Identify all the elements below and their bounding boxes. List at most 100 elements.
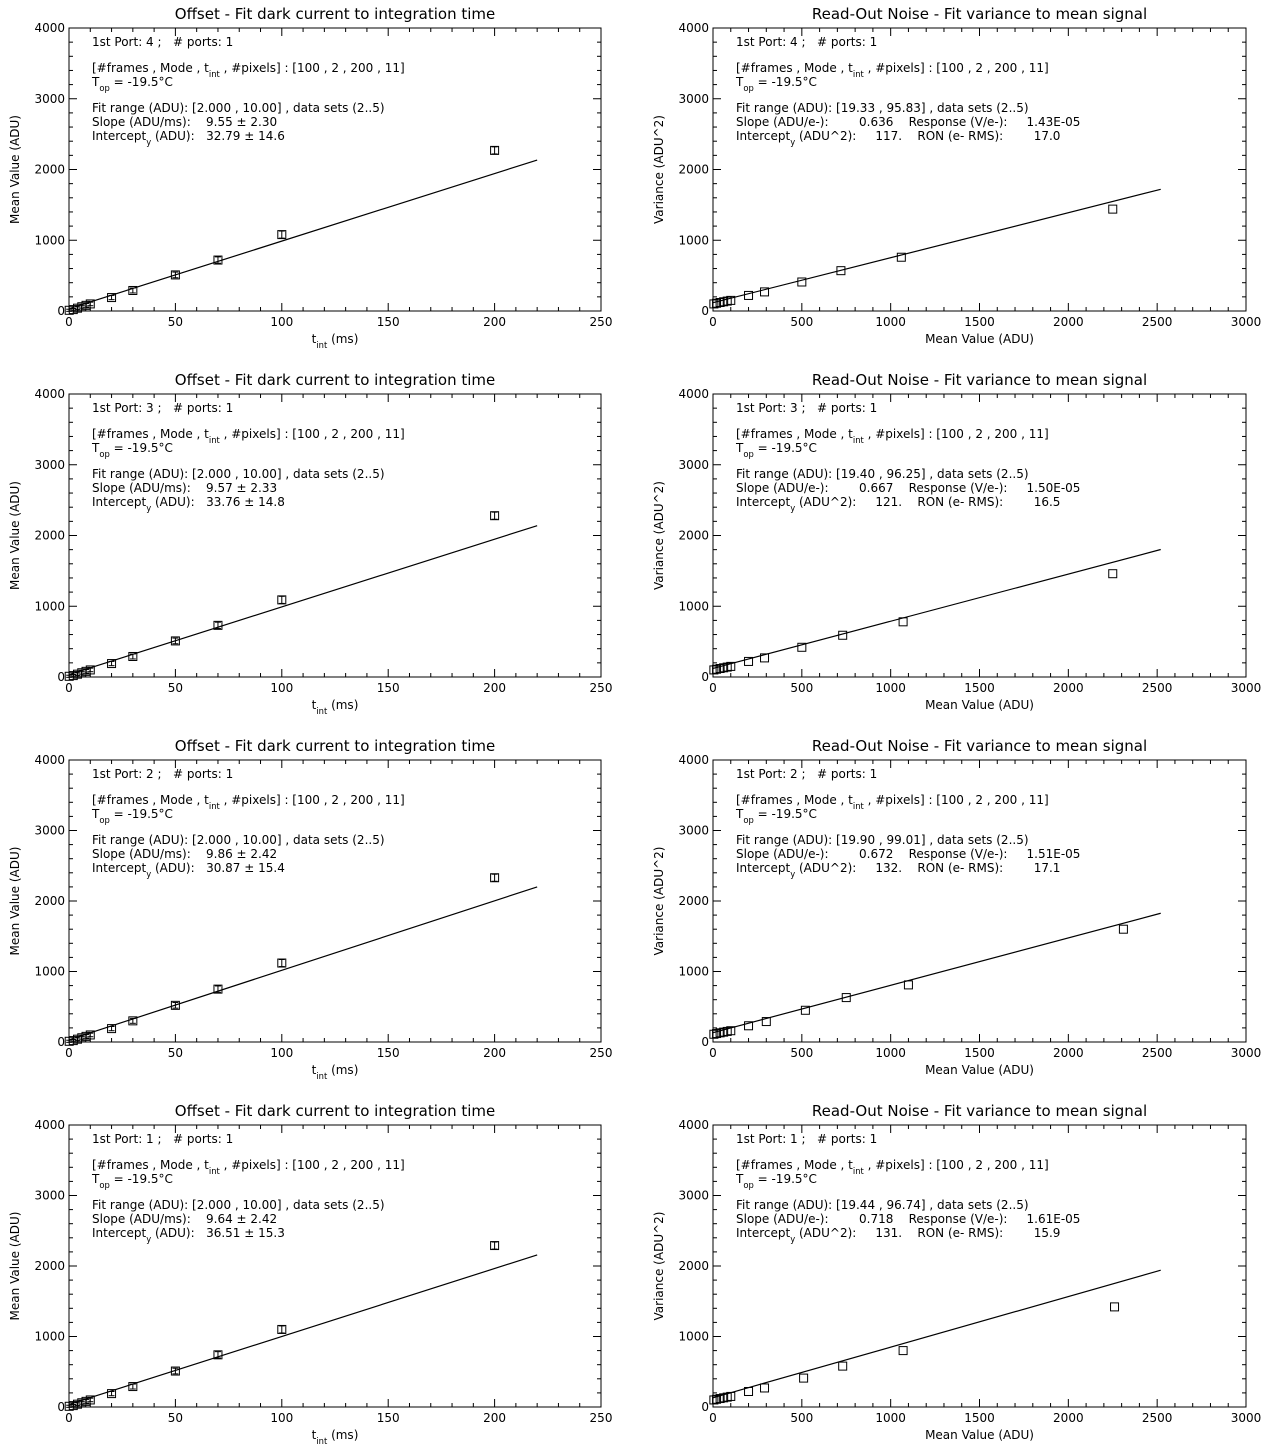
x-tick-label: 150 [377,681,400,695]
x-tick-label: 200 [483,1411,506,1425]
data-point [800,1005,810,1015]
x-tick-label: 3000 [1231,315,1262,329]
annotation-line: 1st Port: 1 ; # ports: 1 [92,1132,233,1146]
x-tick-label: 150 [377,315,400,329]
data-point [836,266,846,276]
fit-line [712,1269,1161,1399]
x-axis-label: Mean Value (ADU) [925,698,1034,712]
chart-title: Read-Out Noise - Fit variance to mean si… [812,371,1147,389]
y-tick-label: 4000 [678,387,709,401]
annotation-line: [#frames , Mode , tint , #pixels] : [100… [92,793,405,811]
data-point [709,1395,719,1405]
chart-title: Offset - Fit dark current to integration… [175,371,495,389]
fit-line [68,159,538,310]
x-tick-label: 2500 [1142,1046,1173,1060]
y-tick-label: 4000 [678,753,709,767]
annotation-line: Fit range (ADU): [19.40 , 96.25] , data … [736,467,1029,481]
fit-line [712,548,1161,670]
x-tick-label: 1000 [875,681,906,695]
annotation-line: Top = -19.5°C [735,807,817,825]
chart-panel-5: Offset - Fit dark current to integration… [8,737,612,1081]
y-tick-label: 1000 [34,1330,65,1344]
data-point [213,984,223,994]
x-axis-label: tint (ms) [312,698,359,716]
data-point [760,287,770,297]
annotation-line: Top = -19.5°C [91,441,173,459]
annotation-line: 1st Port: 4 ; # ports: 1 [736,35,877,49]
data-point [128,285,138,295]
annotation-line: Fit range (ADU): [19.90 , 99.01] , data … [736,833,1029,847]
annotation-line: Fit range (ADU): [2.000 , 10.00] , data … [92,1198,385,1212]
chart-panel-4: Read-Out Noise - Fit variance to mean si… [652,371,1261,712]
x-tick-label: 50 [168,1411,183,1425]
annotation-line: Intercepty (ADU): 36.51 ± 15.3 [92,1226,285,1244]
fit-line [712,188,1161,304]
y-tick-label: 0 [701,670,709,684]
x-tick-label: 250 [590,681,613,695]
annotation-line: [#frames , Mode , tint , #pixels] : [100… [92,427,405,445]
x-tick-label: 200 [483,1046,506,1060]
data-point [1108,569,1118,579]
y-tick-label: 4000 [34,753,65,767]
x-tick-label: 2500 [1142,681,1173,695]
x-tick-label: 200 [483,681,506,695]
data-point [107,293,117,303]
x-axis-label: Mean Value (ADU) [925,1428,1034,1442]
x-tick-label: 0 [65,315,73,329]
annotation-line: Intercepty (ADU^2): 131. RON (e- RMS): 1… [736,1226,1060,1244]
y-tick-label: 3000 [678,1189,709,1203]
y-tick-label: 4000 [34,387,65,401]
data-point [799,1373,809,1383]
y-axis-label: Variance (ADU^2) [652,481,666,590]
x-tick-label: 1500 [964,681,995,695]
x-tick-label: 1500 [964,315,995,329]
annotation-line: Intercepty (ADU): 32.79 ± 14.6 [92,129,285,147]
y-tick-label: 0 [57,670,65,684]
data-point [744,1021,754,1031]
y-tick-label: 2000 [34,529,65,543]
x-tick-label: 2500 [1142,1411,1173,1425]
y-tick-label: 3000 [678,92,709,106]
x-tick-label: 0 [709,315,717,329]
annotation-line: Top = -19.5°C [735,441,817,459]
annotation-line: [#frames , Mode , tint , #pixels] : [100… [736,793,1049,811]
annotation-line: 1st Port: 3 ; # ports: 1 [736,401,877,415]
annotation-line: Fit range (ADU): [2.000 , 10.00] , data … [92,467,385,481]
annotation-line: Intercepty (ADU): 30.87 ± 15.4 [92,861,285,879]
fit-line [68,525,538,676]
data-point [85,1395,95,1405]
x-tick-label: 250 [590,315,613,329]
y-tick-label: 1000 [678,599,709,613]
chart-panel-3: Offset - Fit dark current to integration… [8,371,612,716]
chart-title: Offset - Fit dark current to integration… [175,5,495,23]
chart-title: Offset - Fit dark current to integration… [175,1102,495,1120]
fit-line [68,886,538,1041]
x-tick-label: 500 [790,681,813,695]
y-tick-label: 2000 [678,894,709,908]
annotation-line: Fit range (ADU): [19.44 , 96.74] , data … [736,1198,1029,1212]
y-tick-label: 1000 [34,233,65,247]
y-axis-label: Mean Value (ADU) [8,115,22,224]
data-point [107,1389,117,1399]
chart-panel-6: Read-Out Noise - Fit variance to mean si… [652,737,1261,1077]
x-tick-label: 2500 [1142,315,1173,329]
x-tick-label: 500 [790,315,813,329]
annotation-line: 1st Port: 4 ; # ports: 1 [92,35,233,49]
annotation-line: 1st Port: 2 ; # ports: 1 [92,767,233,781]
x-tick-label: 100 [270,1411,293,1425]
chart-title: Read-Out Noise - Fit variance to mean si… [812,737,1147,755]
annotation-line: Slope (ADU/e-): 0.636 Response (V/e-): 1… [736,115,1080,129]
x-tick-label: 100 [270,681,293,695]
data-point [128,1382,138,1392]
data-point [797,277,807,287]
annotation-line: Intercepty (ADU^2): 132. RON (e- RMS): 1… [736,861,1060,879]
x-tick-label: 50 [168,681,183,695]
y-tick-label: 0 [57,304,65,318]
x-tick-label: 3000 [1231,681,1262,695]
data-point [744,656,754,666]
x-tick-label: 3000 [1231,1411,1262,1425]
y-tick-label: 0 [701,304,709,318]
x-tick-label: 3000 [1231,1046,1262,1060]
annotation-line: 1st Port: 3 ; # ports: 1 [92,401,233,415]
